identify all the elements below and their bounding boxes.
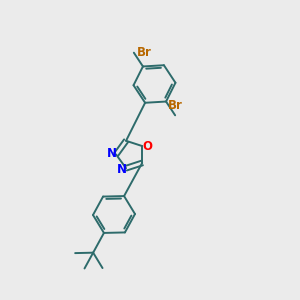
Text: O: O (142, 140, 152, 152)
Text: Br: Br (137, 46, 152, 59)
Text: N: N (107, 147, 117, 160)
Text: Br: Br (168, 99, 183, 112)
Text: N: N (117, 163, 127, 176)
